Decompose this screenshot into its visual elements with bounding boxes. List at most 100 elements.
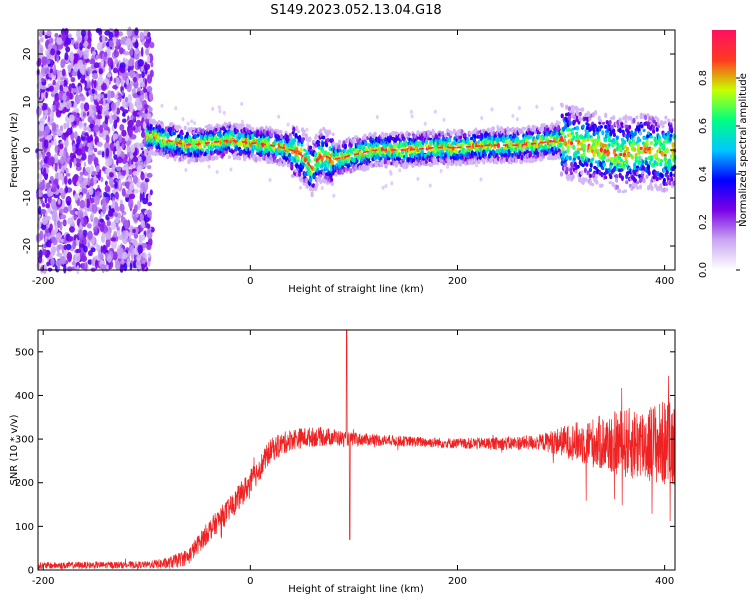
noise-cell <box>112 251 118 261</box>
ridge-halo-cell <box>277 114 281 119</box>
ridge-cell <box>227 146 231 150</box>
ridge-cell <box>418 155 422 160</box>
noise-cell <box>119 47 124 55</box>
ridge-cell <box>327 129 332 135</box>
noise-cell <box>100 245 104 254</box>
noise-cell <box>91 203 98 214</box>
noise-cell <box>102 97 106 106</box>
noise-cell <box>140 220 146 228</box>
noise-cell <box>87 29 91 38</box>
noise-cell <box>108 31 114 39</box>
noise-cell <box>110 221 117 231</box>
ridge-cell <box>581 124 585 129</box>
ridge-cell <box>600 183 604 188</box>
ridge-cell <box>461 143 465 147</box>
noise-cell <box>122 118 127 123</box>
noise-cell <box>48 37 54 44</box>
noise-cell <box>146 155 151 164</box>
noise-cell <box>128 128 133 138</box>
noise-cell <box>144 66 148 75</box>
noise-cell <box>85 79 92 89</box>
noise-cell <box>46 187 52 198</box>
ridge-cell <box>239 149 243 154</box>
noise-cell <box>62 79 68 88</box>
ridge-cell <box>588 167 593 173</box>
noise-cell <box>90 94 94 103</box>
noise-cell <box>125 181 130 189</box>
noise-cell <box>90 214 93 221</box>
ridge-cell <box>343 143 347 149</box>
noise-cell <box>105 238 111 248</box>
noise-cell <box>99 223 105 232</box>
noise-cell <box>129 262 133 271</box>
ridge-cell <box>201 141 205 145</box>
ridge-cell <box>561 131 565 136</box>
noise-cell <box>128 198 134 209</box>
noise-cell <box>83 171 89 176</box>
noise-cell <box>81 262 86 270</box>
noise-cell <box>75 248 82 254</box>
noise-cell <box>40 208 46 215</box>
ridge-cell <box>443 133 448 138</box>
noise-cell <box>79 199 86 209</box>
noise-cell <box>102 204 107 215</box>
ridge-cell <box>308 136 312 142</box>
noise-cell <box>48 240 52 248</box>
noise-cell <box>93 79 97 89</box>
noise-cell <box>66 251 73 262</box>
ridge-halo-cell <box>515 117 519 122</box>
noise-cell <box>149 189 153 196</box>
noise-cell <box>106 171 110 177</box>
noise-cell <box>46 30 52 37</box>
ridge-cell <box>293 137 297 143</box>
noise-cell <box>44 198 48 204</box>
ridge-halo-cell <box>268 178 272 182</box>
noise-cell <box>81 252 85 261</box>
ridge-cell <box>607 151 611 155</box>
noise-cell <box>96 141 103 147</box>
ridge-cell <box>580 170 584 176</box>
noise-cell <box>113 28 119 37</box>
ridge-cell <box>560 102 564 108</box>
noise-cell <box>38 249 43 259</box>
noise-cell <box>106 73 112 78</box>
ridge-halo-cell <box>190 119 194 124</box>
noise-cell <box>47 195 52 204</box>
noise-cell <box>57 198 61 205</box>
noise-cell <box>112 200 116 207</box>
ridge-cell <box>251 126 255 133</box>
ridge-cell <box>589 162 593 168</box>
ridge-halo-cell <box>174 106 178 111</box>
noise-cell <box>105 134 110 144</box>
noise-cell <box>73 213 77 221</box>
noise-cell <box>87 156 93 165</box>
ridge-cell <box>575 107 580 113</box>
noise-cell <box>79 42 83 51</box>
noise-cell <box>46 261 50 267</box>
noise-cell <box>95 28 101 34</box>
ridge-cell <box>586 123 590 128</box>
noise-cell <box>46 182 50 190</box>
noise-cell <box>43 139 49 149</box>
noise-cell <box>105 147 110 158</box>
ridge-cell <box>241 123 245 128</box>
ridge-halo-cell <box>299 185 302 190</box>
noise-cell <box>48 156 55 165</box>
ridge-halo-cell <box>490 107 494 112</box>
noise-cell <box>127 94 132 104</box>
ridge-cell <box>410 153 414 159</box>
ridge-cell <box>325 142 329 148</box>
noise-cell <box>52 79 56 86</box>
ridge-cell <box>218 130 222 135</box>
noise-cell <box>49 110 55 120</box>
noise-cell <box>121 230 127 239</box>
noise-cell <box>92 72 99 80</box>
noise-cell <box>65 168 69 175</box>
noise-cell <box>61 134 65 140</box>
noise-cell <box>60 214 67 220</box>
ridge-cell <box>331 132 335 136</box>
ridge-halo-cell <box>207 164 211 169</box>
noise-cell <box>41 67 45 74</box>
noise-cell <box>46 151 51 158</box>
